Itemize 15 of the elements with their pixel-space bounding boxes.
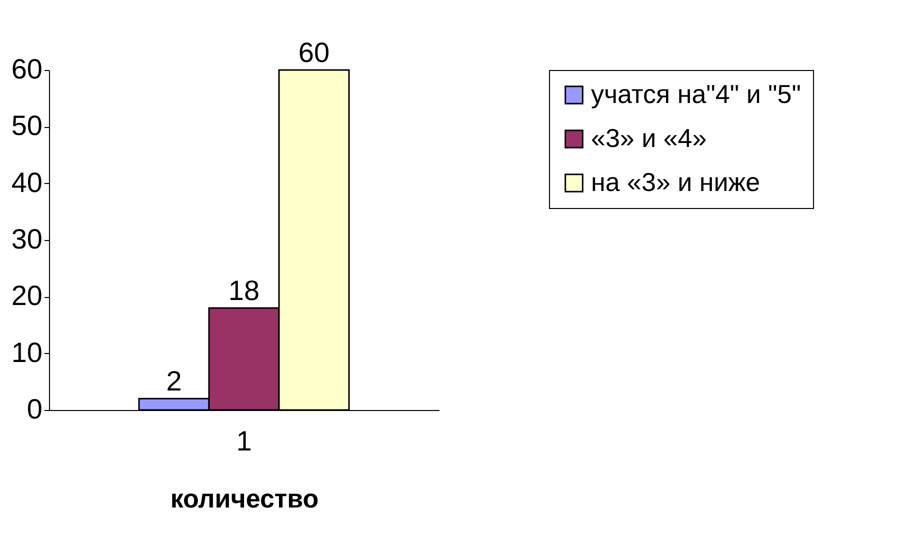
- legend-label: «3» и «4»: [591, 123, 707, 153]
- legend-label: учатся на"4" и "5": [591, 79, 801, 109]
- legend-label: на «3» и ниже: [591, 167, 760, 197]
- x-tick-label: 1: [236, 426, 252, 456]
- y-tick-label: 0: [26, 394, 42, 424]
- y-tick-label: 10: [11, 336, 42, 368]
- y-tick-label: 50: [11, 110, 42, 142]
- x-axis-title: количество: [170, 484, 319, 514]
- y-tick-label: 40: [11, 166, 42, 198]
- data-label: 60: [298, 37, 330, 68]
- y-tick-label: 30: [11, 224, 42, 254]
- y-tick-label: 20: [11, 280, 42, 312]
- y-tick-label: 60: [11, 54, 42, 84]
- data-label: 2: [166, 366, 182, 397]
- data-label: 18: [228, 275, 260, 306]
